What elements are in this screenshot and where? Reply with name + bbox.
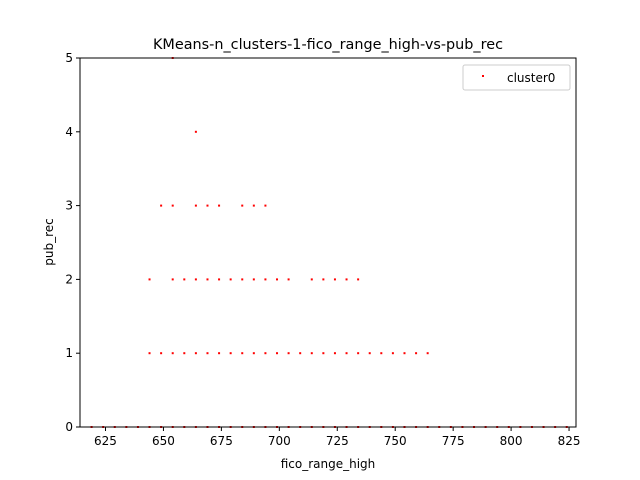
data-point [276, 278, 279, 281]
data-point [252, 352, 255, 355]
y-tick-label: 3 [65, 199, 73, 213]
data-point [357, 352, 360, 355]
data-point [206, 278, 209, 281]
data-point [218, 278, 221, 281]
data-point [310, 278, 313, 281]
data-point [368, 352, 371, 355]
data-point [252, 278, 255, 281]
data-point [345, 278, 348, 281]
y-tick-label: 1 [65, 346, 73, 360]
data-point [310, 352, 313, 355]
data-point [194, 204, 197, 207]
x-axis-label: fico_range_high [281, 457, 376, 471]
data-point [299, 352, 302, 355]
y-axis-label: pub_rec [42, 218, 56, 266]
data-point [241, 278, 244, 281]
legend-label-cluster0: cluster0 [507, 71, 555, 85]
x-tick-label: 700 [268, 434, 291, 448]
data-point [333, 278, 336, 281]
data-point [287, 352, 290, 355]
x-tick-label: 825 [558, 434, 581, 448]
data-point [391, 352, 394, 355]
data-point [148, 352, 151, 355]
data-point [206, 204, 209, 207]
data-point [415, 352, 418, 355]
x-tick-label: 725 [326, 434, 349, 448]
x-tick-label: 750 [384, 434, 407, 448]
data-point [229, 278, 232, 281]
data-point [287, 278, 290, 281]
data-point [171, 278, 174, 281]
data-point [160, 352, 163, 355]
data-point [194, 278, 197, 281]
data-point [183, 352, 186, 355]
legend-marker [482, 75, 484, 77]
data-point [183, 278, 186, 281]
data-point [252, 204, 255, 207]
x-tick-label: 675 [210, 434, 233, 448]
data-point [206, 352, 209, 355]
data-point [276, 352, 279, 355]
data-point [241, 352, 244, 355]
data-point [229, 352, 232, 355]
data-point [264, 204, 267, 207]
y-tick-label: 2 [65, 272, 73, 286]
y-tick-label: 0 [65, 420, 73, 434]
data-point [171, 352, 174, 355]
data-point [160, 204, 163, 207]
data-point [333, 352, 336, 355]
data-point [194, 352, 197, 355]
data-point [403, 352, 406, 355]
data-point [322, 352, 325, 355]
x-tick-label: 650 [152, 434, 175, 448]
plot-points [90, 57, 568, 428]
data-point [148, 278, 151, 281]
y-tick-label: 4 [65, 125, 73, 139]
x-tick-label: 800 [500, 434, 523, 448]
data-point [171, 204, 174, 207]
data-point [218, 352, 221, 355]
data-point [218, 204, 221, 207]
data-point [380, 352, 383, 355]
data-point [241, 204, 244, 207]
x-tick-label: 625 [94, 434, 117, 448]
data-point [194, 130, 197, 133]
legend: cluster0 [462, 64, 571, 91]
chart-title: KMeans-n_clusters-1-fico_range_high-vs-p… [153, 37, 503, 53]
data-point [322, 278, 325, 281]
legend-box [462, 64, 571, 91]
data-point [264, 352, 267, 355]
plot-frame [79, 57, 577, 428]
data-point [264, 278, 267, 281]
x-tick-label: 775 [442, 434, 465, 448]
x-axis-ticks: 625 650 675 700 725 750 775 800 825 [94, 427, 580, 448]
data-point [345, 352, 348, 355]
data-point [426, 352, 429, 355]
y-axis-ticks: 0 1 2 3 4 5 [65, 51, 80, 434]
y-tick-label: 5 [65, 51, 73, 65]
data-point [357, 278, 360, 281]
